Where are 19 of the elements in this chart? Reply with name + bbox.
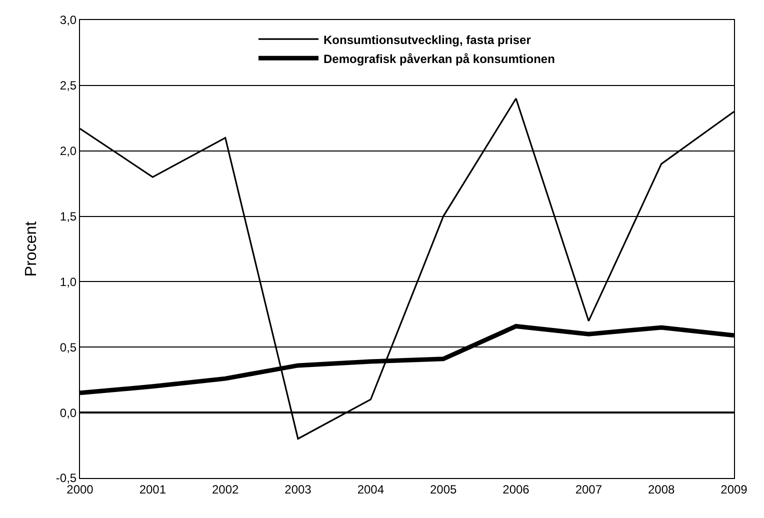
x-tick-label: 2001 [139,482,166,496]
legend-label: Konsumtionsutveckling, fasta priser [324,32,532,47]
y-tick-label: 2,5 [60,78,77,93]
y-tick-label: 0,0 [60,406,77,420]
legend-label: Demografisk påverkan på konsumtionen [324,52,555,66]
x-tick-label: 2003 [284,482,312,496]
x-tick-label: 2008 [648,482,675,496]
y-tick-label: 3,0 [60,13,77,28]
y-tick-label: 1,5 [60,209,77,224]
y-axis-title: Procent [22,220,40,277]
x-tick-label: 2004 [357,482,384,496]
x-tick-label: 2006 [502,482,530,496]
x-tick-label: 2007 [575,482,602,496]
y-tick-label: 0,5 [60,340,77,354]
x-tick-label: 2002 [212,482,239,496]
y-tick-label: 1,0 [60,274,77,289]
y-tick-label: 2,0 [60,144,77,158]
x-tick-label: 2005 [430,482,457,496]
x-tick-label: 2009 [720,482,748,496]
